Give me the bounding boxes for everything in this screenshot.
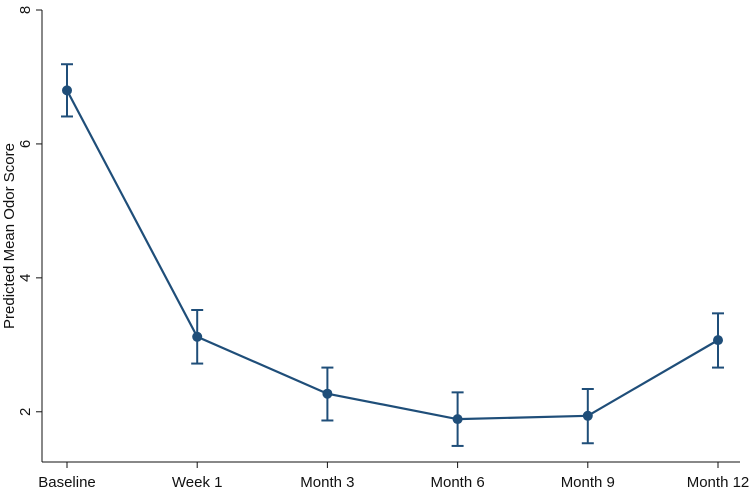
y-tick-label: 8 [17, 6, 34, 14]
data-point [713, 335, 723, 346]
y-ticks: 2 4 6 8 [17, 6, 42, 416]
x-tick-label: Week 1 [172, 474, 223, 491]
y-tick-label: 6 [17, 140, 34, 148]
x-tick-label: Month 12 [687, 474, 749, 491]
x-tick-label: Month 9 [561, 474, 615, 491]
x-ticks: Baseline Week 1 Month 3 Month 6 Month 9 Month… [38, 462, 749, 491]
data-point [322, 388, 333, 399]
data-point [192, 331, 203, 342]
y-tick-label: 2 [17, 408, 34, 416]
x-tick-label: Month 6 [430, 474, 484, 491]
data-point [62, 85, 72, 96]
series-line [66, 89, 719, 421]
x-tick-label: Baseline [38, 474, 96, 491]
data-point [582, 410, 593, 421]
data-point [452, 414, 463, 425]
x-tick-label: Month 3 [300, 474, 354, 491]
series-layer [61, 63, 724, 447]
y-axis-title: Predicted Mean Odor Score [1, 143, 18, 329]
y-tick-label: 4 [17, 274, 34, 282]
